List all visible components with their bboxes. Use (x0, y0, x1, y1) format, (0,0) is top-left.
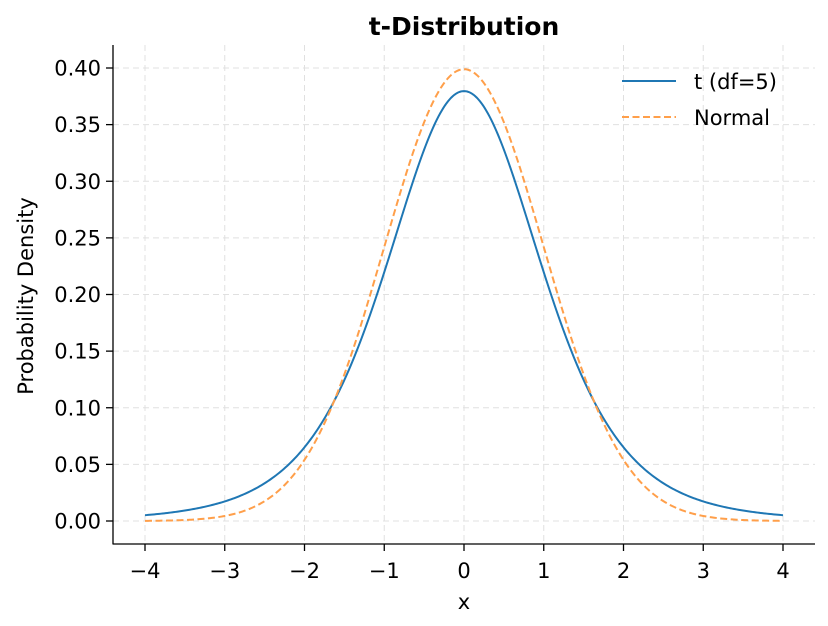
grid-lines (113, 45, 815, 544)
x-tick-label: 3 (697, 559, 710, 583)
y-tick-label: 0.00 (54, 510, 101, 534)
y-axis-ticks: 0.00 0.05 0.10 0.15 0.20 0.25 0.30 0.35 0.40 (54, 57, 113, 534)
legend-label-t: t (df=5) (694, 70, 777, 94)
x-tick-label: 1 (537, 559, 550, 583)
x-tick-label: −3 (209, 559, 240, 583)
legend: t (df=5) Normal (622, 70, 777, 130)
y-tick-label: 0.30 (54, 170, 101, 194)
x-tick-label: −1 (369, 559, 400, 583)
y-tick-label: 0.10 (54, 396, 101, 420)
y-tick-label: 0.05 (54, 453, 101, 477)
y-tick-label: 0.35 (54, 113, 101, 137)
plot-curves (144, 68, 784, 522)
y-tick-label: 0.20 (54, 283, 101, 307)
x-axis-ticks: −4 −3 −2 −1 0 1 2 3 4 (130, 544, 790, 583)
x-axis-label: x (458, 590, 470, 614)
x-tick-label: 2 (617, 559, 630, 583)
x-tick-label: −2 (289, 559, 320, 583)
y-tick-label: 0.40 (54, 57, 101, 81)
chart-title: t-Distribution (369, 12, 560, 41)
t-dist-curve (144, 90, 784, 517)
y-axis-label: Probability Density (14, 197, 38, 395)
y-tick-label: 0.15 (54, 340, 101, 364)
x-tick-label: 4 (776, 559, 789, 583)
x-tick-label: 0 (457, 559, 470, 583)
normal-curve (144, 68, 784, 522)
x-tick-label: −4 (130, 559, 161, 583)
y-tick-label: 0.25 (54, 226, 101, 250)
legend-label-normal: Normal (694, 106, 770, 130)
